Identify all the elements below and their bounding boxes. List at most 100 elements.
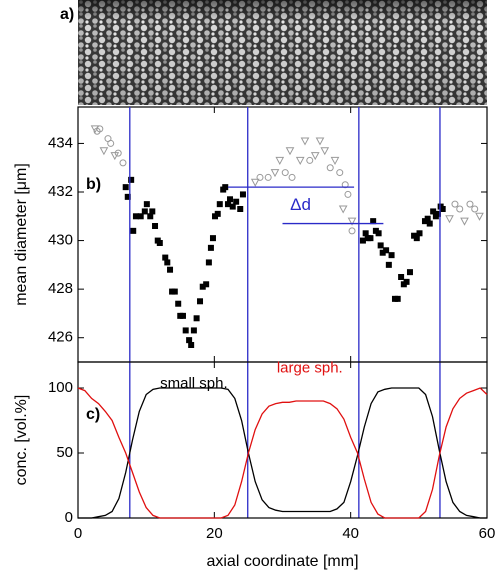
- point: [466, 200, 474, 208]
- point: [344, 190, 352, 198]
- y-tick-label: 432: [48, 183, 73, 200]
- point: [107, 139, 115, 147]
- y-axis-label: mean diameter [μm]: [13, 163, 30, 306]
- point: [164, 259, 171, 266]
- point: [227, 196, 234, 203]
- point: [209, 235, 216, 242]
- series-label: small sph.: [160, 375, 228, 392]
- y-tick-label: 426: [48, 329, 73, 346]
- point: [182, 327, 189, 334]
- point: [124, 193, 131, 200]
- y-tick-label: 0: [65, 509, 73, 526]
- point: [336, 169, 344, 177]
- point: [300, 137, 310, 146]
- point: [141, 208, 148, 215]
- point: [451, 200, 459, 208]
- x-tick-label: 60: [479, 525, 496, 542]
- point: [310, 152, 320, 161]
- x-axis-label: axial coordinate [mm]: [206, 553, 358, 570]
- point: [233, 198, 240, 205]
- point: [285, 147, 295, 156]
- point: [377, 242, 384, 249]
- point: [275, 156, 285, 165]
- point: [456, 205, 464, 213]
- point: [167, 266, 174, 273]
- point: [199, 283, 206, 290]
- point: [149, 208, 156, 215]
- point: [132, 213, 139, 220]
- point: [288, 173, 296, 181]
- point: [122, 184, 129, 191]
- point: [175, 300, 182, 307]
- point: [385, 261, 392, 268]
- point: [137, 213, 144, 220]
- panel-label: a): [60, 6, 74, 23]
- point: [229, 203, 236, 210]
- point: [475, 212, 484, 221]
- point: [367, 235, 374, 242]
- y-tick-label: 50: [56, 444, 73, 461]
- point: [370, 218, 377, 225]
- annotation: Δd: [290, 195, 311, 214]
- point: [379, 249, 386, 256]
- line: [77, 387, 488, 519]
- point: [270, 169, 280, 178]
- plot-frame: [77, 106, 488, 363]
- point: [156, 240, 163, 246]
- point: [426, 220, 433, 227]
- point: [320, 147, 330, 156]
- y-tick-label: 430: [48, 232, 73, 249]
- point: [250, 178, 260, 187]
- point: [203, 281, 210, 288]
- point: [460, 217, 469, 226]
- point: [330, 156, 340, 165]
- point: [193, 315, 200, 322]
- point: [430, 208, 437, 215]
- point: [237, 206, 244, 212]
- point: [128, 176, 135, 183]
- point: [388, 252, 395, 259]
- point: [281, 169, 289, 177]
- point: [348, 227, 356, 235]
- point: [179, 312, 186, 319]
- x-tick-label: 20: [206, 525, 223, 542]
- point: [119, 159, 127, 167]
- point: [338, 205, 348, 214]
- y-tick-label: 428: [48, 280, 73, 297]
- point: [362, 230, 369, 237]
- point: [188, 342, 195, 348]
- point: [224, 201, 231, 208]
- point: [256, 173, 264, 181]
- point: [445, 215, 454, 224]
- point: [434, 210, 441, 217]
- point: [99, 147, 109, 156]
- point: [383, 247, 390, 254]
- point: [190, 327, 197, 334]
- point: [326, 164, 334, 172]
- x-tick-label: 40: [342, 525, 359, 542]
- point: [152, 223, 159, 229]
- point: [359, 237, 366, 244]
- panel-label: c): [86, 406, 100, 423]
- point: [424, 215, 431, 222]
- point: [162, 254, 169, 261]
- point: [114, 149, 122, 157]
- series-label: large sph.: [277, 359, 343, 376]
- point: [394, 295, 401, 302]
- point: [315, 137, 325, 146]
- image-shade: [78, 0, 487, 105]
- point: [216, 201, 223, 208]
- point: [439, 206, 446, 212]
- point: [207, 244, 214, 251]
- line: [78, 387, 487, 519]
- point: [171, 288, 178, 295]
- y-tick-label: 434: [48, 134, 73, 151]
- panel-label: b): [86, 176, 101, 193]
- point: [416, 230, 423, 237]
- point: [197, 298, 204, 305]
- point: [264, 173, 272, 181]
- point: [239, 191, 246, 198]
- point: [222, 184, 229, 191]
- x-tick-label: 0: [74, 525, 82, 542]
